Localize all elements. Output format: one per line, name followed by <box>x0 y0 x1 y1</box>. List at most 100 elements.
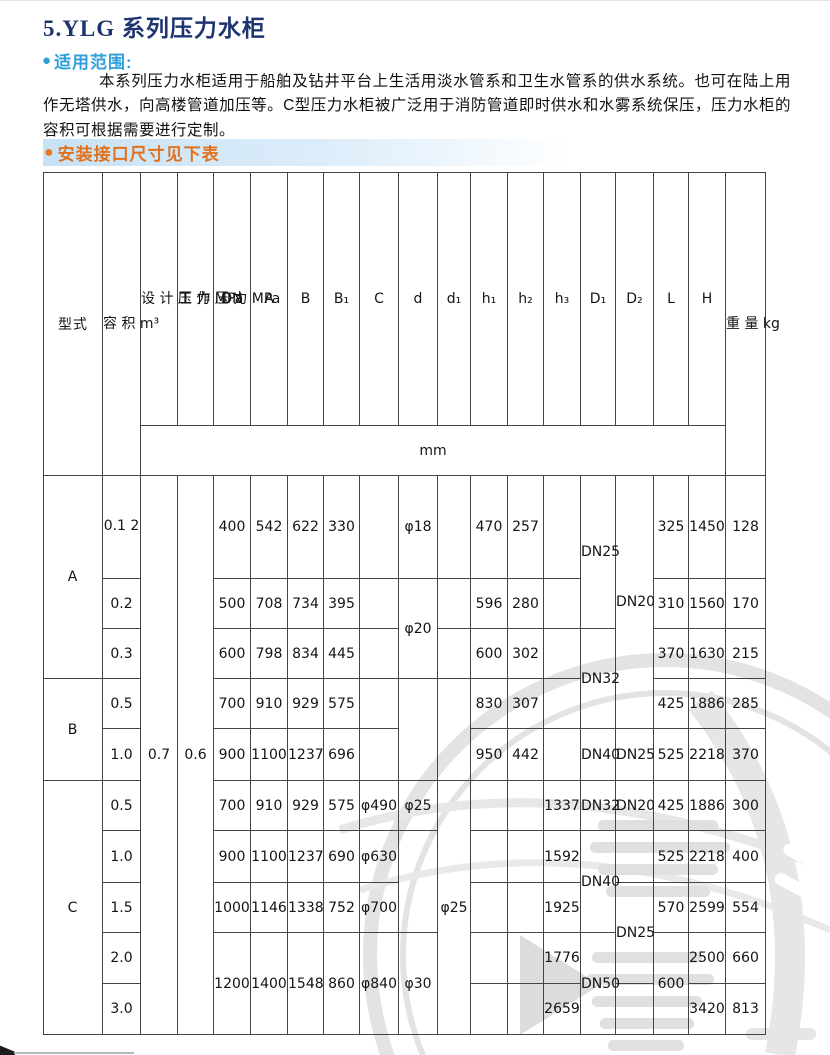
data-row-cell <box>470 830 508 883</box>
data-row-cell <box>437 578 471 629</box>
data-row-cell <box>359 475 399 579</box>
unit-row: mm <box>44 425 766 476</box>
data-row-cell <box>507 830 544 883</box>
data-row-cell <box>507 882 544 933</box>
data-row-cell: 215 <box>725 628 766 679</box>
data-row-cell: 690 <box>323 830 360 883</box>
data-row-cell: 307 <box>507 678 544 729</box>
data-row-cell: 445 <box>323 628 360 679</box>
data-row-cell: 0.5 <box>102 780 141 831</box>
data-row-cell: 813 <box>725 983 766 1035</box>
data-row-cell: 600 <box>213 628 251 679</box>
data-row-cell <box>507 780 544 831</box>
data-row-cell: 285 <box>725 678 766 729</box>
header-row-cell: d <box>398 172 438 426</box>
data-row-cell: 395 <box>323 578 360 629</box>
data-row-cell: 752 <box>323 882 360 933</box>
data-row-cell: 929 <box>287 780 324 831</box>
data-row-cell <box>543 728 581 781</box>
data-row-cell: 3.0 <box>102 983 141 1035</box>
data-row-cell: 128 <box>725 475 766 579</box>
data-row-cell: 1548 <box>287 932 324 1035</box>
scan-corner-artifact <box>0 1045 15 1055</box>
data-row-cell: 700 <box>213 678 251 729</box>
data-row-cell: 370 <box>653 628 689 679</box>
header-row-cell: d₁ <box>437 172 471 426</box>
data-row: A 0.1 2 0.7 0.6 400 542 622 330 φ18 470 257 DN25 DN2… <box>43 475 766 1035</box>
data-row-cell: 330 <box>323 475 360 579</box>
data-row-cell <box>359 628 399 679</box>
data-row-cell: 257 <box>507 475 544 579</box>
data-row-cell: 1000 <box>213 882 251 933</box>
data-row: 0.2 500 708 734 395 φ20 596 280 310 1560 170 <box>44 578 766 679</box>
header-row-cell: D₁ <box>580 172 616 426</box>
section-table-heading: ● 安装接口尺寸见下表 <box>43 139 571 166</box>
data-row-cell: φ700 <box>359 882 399 933</box>
data-row-cell: 1237 <box>287 728 324 781</box>
data-row-cell: 1560 <box>688 578 726 629</box>
header-row-cell: 设 计 压 力 MPa <box>140 172 243 426</box>
data-row-cell: 442 <box>507 728 544 781</box>
data-row-cell: 1337 <box>543 780 581 831</box>
data-row-cell: 1237 <box>287 830 324 883</box>
data-row-cell: A <box>43 475 103 679</box>
data-row-cell: DN40 <box>580 830 620 933</box>
data-row-cell: 1776 <box>543 932 581 984</box>
data-row-cell <box>615 830 654 883</box>
unit-row-cell: mm <box>140 425 726 476</box>
header-row-cell: D₂ <box>615 172 654 426</box>
data-row-cell: 900 <box>213 728 251 781</box>
data-row-cell: 425 <box>653 780 689 831</box>
header-row-cell: 工 作 压 力 MPa <box>177 172 280 426</box>
data-row-cell: 950 <box>470 728 508 781</box>
data-row-cell: 525 <box>653 728 689 781</box>
data-row-cell <box>615 983 654 1035</box>
data-row-cell: 570 <box>653 882 689 933</box>
header-row-cell: B₁ <box>323 172 360 426</box>
data-row-cell: DN20 <box>615 475 655 729</box>
data-row-cell: DN50 <box>580 932 620 1035</box>
data-row-cell: DN25 <box>580 475 620 629</box>
data-row-cell: 400 <box>725 830 766 883</box>
data-row-cell: φ25 <box>437 780 471 1035</box>
header-row-cell: h₁ <box>470 172 508 426</box>
data-row-cell: DN40 <box>580 728 620 781</box>
data-row-cell <box>437 678 471 781</box>
scan-top-edge <box>0 0 830 1</box>
data-row-cell: 0.2 <box>102 578 141 629</box>
data-row-cell: 660 <box>725 932 766 984</box>
data-row-cell <box>470 932 508 984</box>
data-row-cell: 3420 <box>688 983 726 1035</box>
data-row-cell: 325 <box>653 475 689 579</box>
data-row-cell: 370 <box>725 728 766 781</box>
data-row-cell: 1200 <box>213 932 251 1035</box>
data-row-cell: 575 <box>323 678 360 729</box>
data-row-cell <box>398 678 438 781</box>
data-row-cell: 1592 <box>543 830 581 883</box>
data-row-cell: 1886 <box>688 780 726 831</box>
data-row-cell: φ490 <box>359 780 399 831</box>
data-row-cell: 1100 <box>250 830 288 883</box>
data-row-cell: 708 <box>250 578 288 629</box>
data-row-cell: 860 <box>323 932 360 1035</box>
data-row-cell: 1338 <box>287 882 324 933</box>
data-row-cell: 910 <box>250 678 288 729</box>
data-row-cell: 700 <box>213 780 251 831</box>
data-row-cell: 600 <box>653 932 689 1035</box>
section-table-label: 安装接口尺寸见下表 <box>57 145 220 164</box>
data-row-cell: DN25 <box>615 882 655 984</box>
data-row-cell: 554 <box>725 882 766 933</box>
data-row-cell: 1.0 <box>102 830 141 883</box>
data-row-cell: 734 <box>287 578 324 629</box>
data-row-cell: 525 <box>653 830 689 883</box>
data-row-cell: 2218 <box>688 728 726 781</box>
data-row-cell: 2500 <box>688 932 726 984</box>
data-row-cell: 596 <box>470 578 508 629</box>
data-row-cell: φ18 <box>398 475 438 579</box>
data-row-cell: 830 <box>470 678 508 729</box>
section-scope-heading: ● 适用范围: <box>42 48 133 73</box>
data-row-cell <box>543 578 581 629</box>
data-row-cell <box>359 578 399 629</box>
header-row-cell: B <box>287 172 324 426</box>
